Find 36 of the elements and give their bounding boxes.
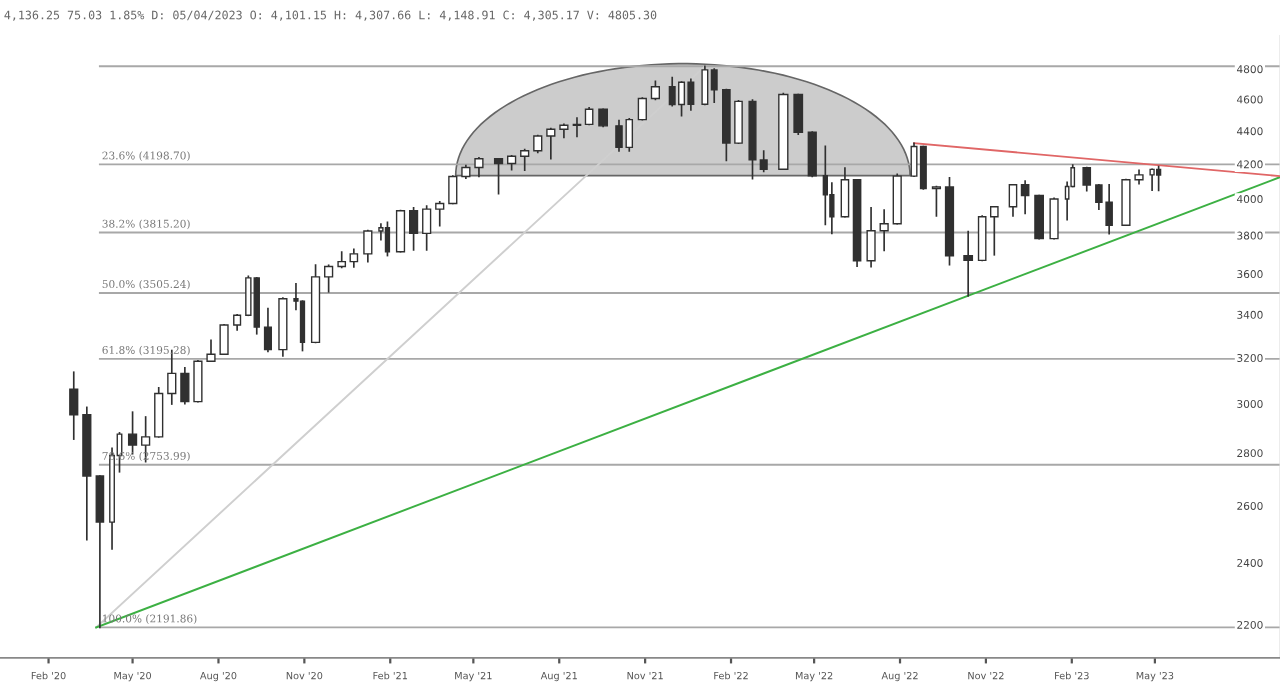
candlestick — [1049, 197, 1059, 240]
candlestick — [395, 209, 406, 253]
candlestick — [384, 221, 391, 257]
candlestick — [931, 185, 942, 217]
candlestick — [637, 97, 647, 121]
candlestick — [879, 209, 889, 252]
candlestick — [892, 173, 902, 225]
candlestick — [154, 387, 164, 438]
candlestick — [95, 475, 105, 629]
candlestick — [1008, 183, 1018, 217]
candlestick — [793, 93, 804, 135]
candlestick — [435, 201, 445, 227]
candlestick — [650, 80, 661, 101]
candlestick — [807, 131, 817, 178]
candlestick — [69, 371, 79, 440]
candlestick — [546, 127, 556, 160]
candlestick — [324, 264, 334, 293]
candlestick — [963, 230, 974, 297]
candlestick — [919, 145, 927, 190]
candlestick — [448, 175, 458, 205]
candlestick — [474, 156, 484, 178]
candlestick — [866, 207, 876, 268]
candlestick — [363, 229, 373, 263]
candlestick — [520, 148, 530, 172]
candlestick — [572, 117, 582, 138]
candlestick — [422, 205, 432, 251]
candlestick — [1020, 180, 1030, 215]
candlestick — [408, 207, 419, 251]
candlestick — [1082, 166, 1092, 192]
candlestick — [1034, 194, 1045, 240]
candlestick — [840, 167, 850, 218]
candlestick — [127, 411, 138, 455]
candlestick — [493, 157, 504, 195]
candlestick — [180, 367, 190, 405]
candlestick — [263, 307, 273, 353]
candlestick — [1155, 165, 1162, 192]
